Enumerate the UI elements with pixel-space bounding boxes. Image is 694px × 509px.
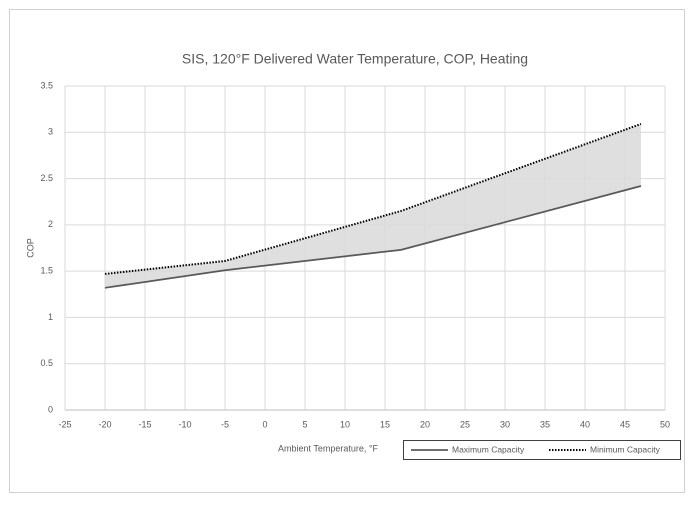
legend-box <box>403 440 681 460</box>
x-tick-label: 35 <box>540 419 550 429</box>
x-tick-label: -25 <box>58 419 71 429</box>
legend-label: Maximum Capacity <box>452 444 525 454</box>
y-tick-label: 0 <box>48 404 53 414</box>
x-tick-label: 15 <box>380 419 390 429</box>
legend-label: Minimum Capacity <box>590 444 661 454</box>
x-tick-label: 5 <box>302 419 307 429</box>
y-tick-label: 3.5 <box>40 80 53 90</box>
x-tick-label: 30 <box>500 419 510 429</box>
x-tick-label: 0 <box>262 419 267 429</box>
x-tick-label: 40 <box>580 419 590 429</box>
x-tick-label: 45 <box>620 419 630 429</box>
x-tick-label: 10 <box>340 419 350 429</box>
y-tick-label: 1 <box>48 312 53 322</box>
chart-title: SIS, 120°F Delivered Water Temperature, … <box>182 51 528 67</box>
x-tick-label: 20 <box>420 419 430 429</box>
x-tick-label: -20 <box>98 419 111 429</box>
x-tick-label: 50 <box>660 419 670 429</box>
line-series <box>104 185 642 289</box>
y-tick-label: 2 <box>48 219 53 229</box>
fill-between <box>105 123 641 288</box>
y-axis-label: COP <box>25 238 35 258</box>
x-tick-label: 25 <box>460 419 470 429</box>
line-series <box>104 123 642 275</box>
y-tick-label: 2.5 <box>40 173 53 183</box>
x-tick-label: -15 <box>138 419 151 429</box>
y-tick-label: 0.5 <box>40 358 53 368</box>
y-tick-label: 3 <box>48 127 53 137</box>
y-tick-label: 1.5 <box>40 266 53 276</box>
x-axis-label: Ambient Temperature, °F <box>278 443 378 453</box>
x-tick-label: -5 <box>221 419 229 429</box>
x-tick-label: -10 <box>178 419 191 429</box>
